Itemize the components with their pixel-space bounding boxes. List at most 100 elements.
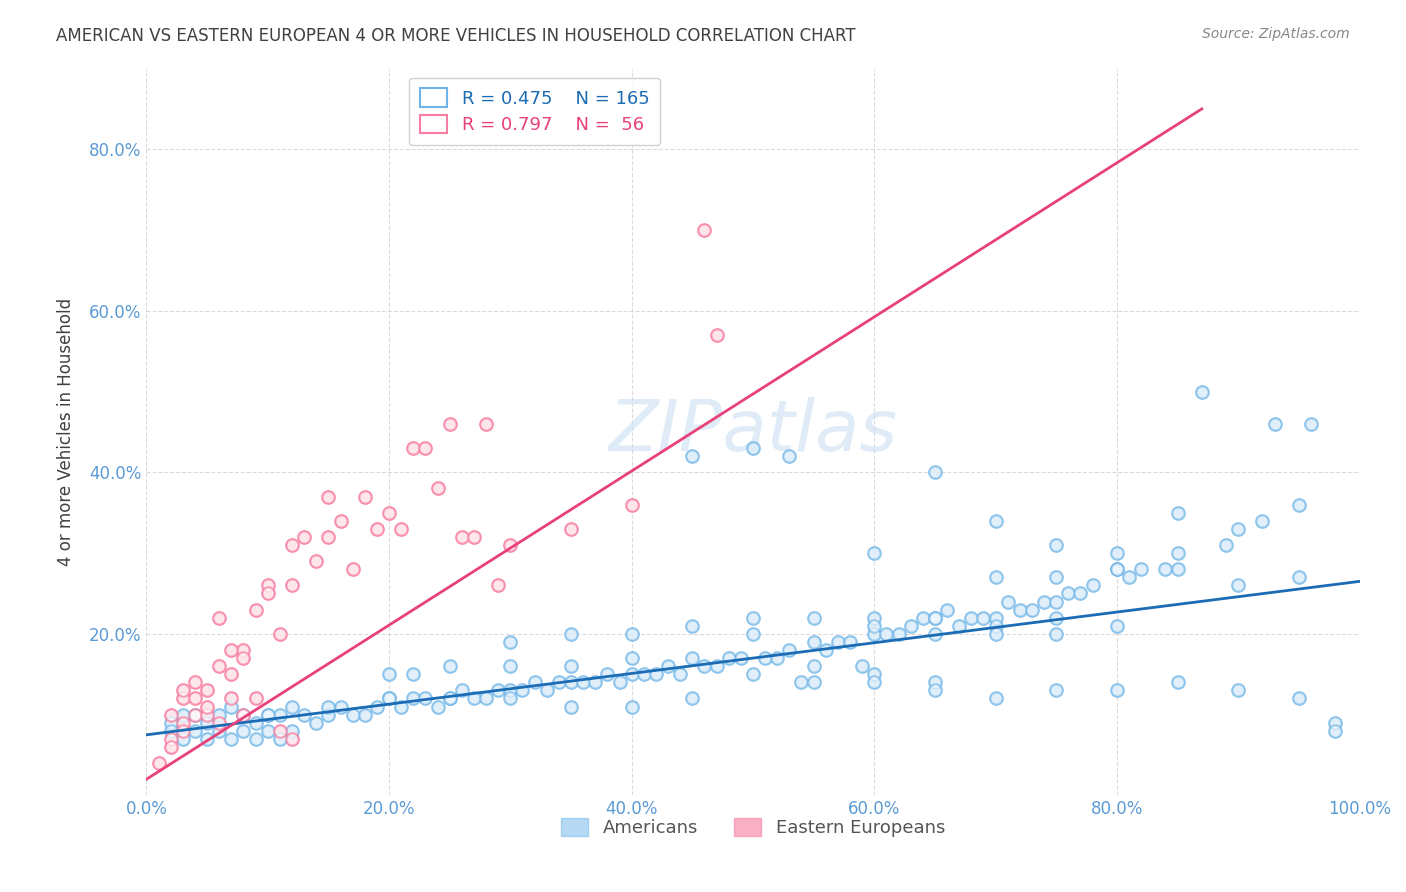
Point <box>281 731 304 746</box>
Point <box>439 417 461 431</box>
Point <box>887 627 910 641</box>
Point <box>681 691 703 706</box>
Point <box>378 691 401 706</box>
Point <box>924 611 946 625</box>
Point <box>984 627 1007 641</box>
Point <box>984 627 1007 641</box>
Point <box>415 691 437 706</box>
Point <box>486 683 509 698</box>
Point <box>402 691 425 706</box>
Point <box>620 699 643 714</box>
Point <box>269 731 291 746</box>
Point <box>245 715 267 730</box>
Point <box>256 707 278 722</box>
Point <box>997 594 1019 608</box>
Point <box>730 651 752 665</box>
Point <box>1167 546 1189 560</box>
Point <box>281 723 304 738</box>
Point <box>208 723 231 738</box>
Point <box>426 699 449 714</box>
Point <box>195 715 218 730</box>
Point <box>463 530 485 544</box>
Point <box>887 627 910 641</box>
Point <box>159 715 181 730</box>
Point <box>159 707 181 722</box>
Point <box>499 635 522 649</box>
Point <box>232 651 254 665</box>
Point <box>596 667 619 681</box>
Point <box>863 675 886 690</box>
Point <box>693 223 716 237</box>
Point <box>499 659 522 673</box>
Point <box>693 659 716 673</box>
Point <box>742 441 765 455</box>
Point <box>972 611 994 625</box>
Point <box>875 627 897 641</box>
Point <box>232 707 254 722</box>
Point <box>172 715 194 730</box>
Point <box>803 659 825 673</box>
Point <box>281 538 304 552</box>
Point <box>329 514 352 528</box>
Point <box>281 731 304 746</box>
Point <box>523 675 546 690</box>
Text: AMERICAN VS EASTERN EUROPEAN 4 OR MORE VEHICLES IN HOUSEHOLD CORRELATION CHART: AMERICAN VS EASTERN EUROPEAN 4 OR MORE V… <box>56 27 856 45</box>
Point <box>1045 683 1067 698</box>
Point <box>159 739 181 754</box>
Point <box>863 619 886 633</box>
Point <box>1105 562 1128 576</box>
Point <box>742 611 765 625</box>
Point <box>984 619 1007 633</box>
Point <box>863 611 886 625</box>
Point <box>681 619 703 633</box>
Point <box>1130 562 1153 576</box>
Point <box>439 691 461 706</box>
Point <box>256 707 278 722</box>
Point <box>1045 538 1067 552</box>
Point <box>1105 562 1128 576</box>
Point <box>572 675 595 690</box>
Point <box>281 578 304 592</box>
Point <box>924 675 946 690</box>
Point <box>195 699 218 714</box>
Point <box>232 723 254 738</box>
Point <box>366 522 388 536</box>
Point <box>681 449 703 463</box>
Point <box>645 667 668 681</box>
Point <box>633 667 655 681</box>
Point <box>232 643 254 657</box>
Point <box>1021 602 1043 616</box>
Point <box>778 449 800 463</box>
Point <box>475 417 498 431</box>
Point <box>402 667 425 681</box>
Point <box>960 611 983 625</box>
Point <box>1105 562 1128 576</box>
Point <box>717 651 740 665</box>
Point <box>159 723 181 738</box>
Point <box>1033 594 1056 608</box>
Point <box>851 659 873 673</box>
Point <box>1057 586 1080 600</box>
Point <box>148 756 170 770</box>
Point <box>742 611 765 625</box>
Point <box>814 643 837 657</box>
Point <box>1227 683 1250 698</box>
Point <box>463 691 485 706</box>
Point <box>159 731 181 746</box>
Point <box>342 562 364 576</box>
Point <box>1167 506 1189 520</box>
Point <box>1288 570 1310 584</box>
Point <box>402 441 425 455</box>
Point <box>195 683 218 698</box>
Point <box>281 723 304 738</box>
Point <box>208 611 231 625</box>
Point <box>318 530 340 544</box>
Point <box>232 707 254 722</box>
Point <box>245 715 267 730</box>
Point <box>900 619 922 633</box>
Point <box>172 707 194 722</box>
Point <box>803 675 825 690</box>
Point <box>184 691 207 706</box>
Point <box>948 619 970 633</box>
Point <box>159 723 181 738</box>
